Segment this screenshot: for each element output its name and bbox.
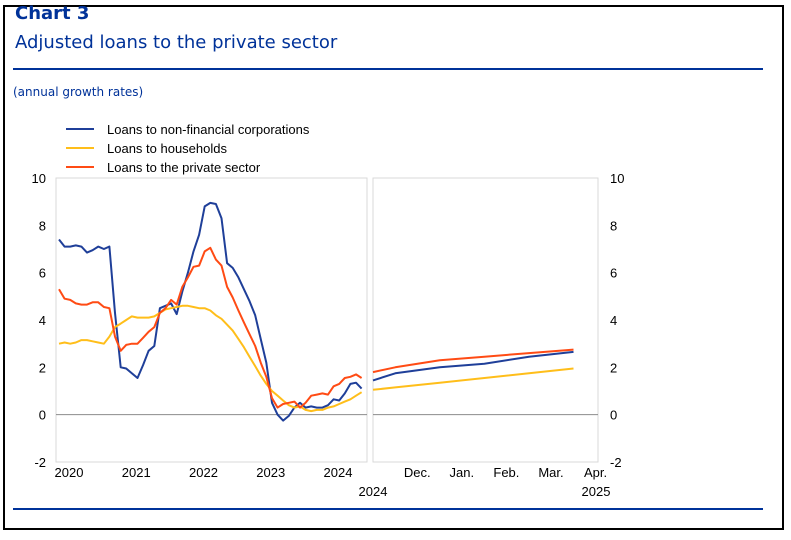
y-tick-label-right: 6	[610, 266, 617, 281]
projection-panel-frame	[372, 177, 599, 463]
y-tick-label-left: 4	[39, 313, 46, 328]
year-label-2025: 2025	[582, 484, 611, 499]
chart-subtitle: (annual growth rates)	[13, 85, 144, 99]
chart-number: Chart 3	[15, 3, 90, 24]
x-tick-label-projection: Feb.	[493, 465, 519, 480]
title-rule	[13, 68, 763, 70]
y-tick-label-left: 6	[39, 266, 46, 281]
x-tick-label-projection: Mar.	[538, 465, 563, 480]
legend-label-1: Loans to households	[107, 141, 227, 156]
y-tick-label-right: 4	[610, 313, 617, 328]
y-tick-label-left: 10	[32, 171, 46, 186]
y-tick-label-right: 10	[610, 171, 624, 186]
series-line-projection-1	[372, 367, 574, 391]
series-line-history-0	[58, 201, 363, 422]
series-line-projection-2	[372, 348, 574, 374]
y-tick-label-left: 2	[39, 360, 46, 375]
y-tick-label-left: -2	[34, 455, 46, 470]
legend-label-2: Loans to the private sector	[107, 160, 261, 175]
y-tick-label-right: 2	[610, 360, 617, 375]
x-tick-label-projection: Dec.	[404, 465, 431, 480]
x-tick-label: 2021	[122, 465, 151, 480]
y-tick-label-left: 8	[39, 218, 46, 233]
series-line-projection-0	[372, 350, 574, 382]
x-tick-label: 2020	[55, 465, 84, 480]
bottom-rule	[13, 508, 763, 510]
y-tick-label-left: 0	[39, 408, 46, 423]
legend-label-0: Loans to non-financial corporations	[107, 122, 310, 137]
series-line-history-1	[58, 304, 363, 413]
x-tick-label-projection: Jan.	[450, 465, 475, 480]
y-tick-label-right: -2	[610, 455, 622, 470]
x-tick-label: 2022	[189, 465, 218, 480]
year-label-2024: 2024	[359, 484, 388, 499]
y-tick-label-right: 8	[610, 218, 617, 233]
y-tick-label-right: 0	[610, 408, 617, 423]
x-tick-label: 2023	[256, 465, 285, 480]
chart-title: Adjusted loans to the private sector	[15, 32, 338, 53]
series-line-history-2	[58, 246, 363, 409]
chart-frame	[3, 5, 784, 530]
x-tick-label-projection: Apr.	[584, 465, 607, 480]
x-tick-label: 2024	[324, 465, 353, 480]
history-panel-frame	[55, 177, 368, 463]
